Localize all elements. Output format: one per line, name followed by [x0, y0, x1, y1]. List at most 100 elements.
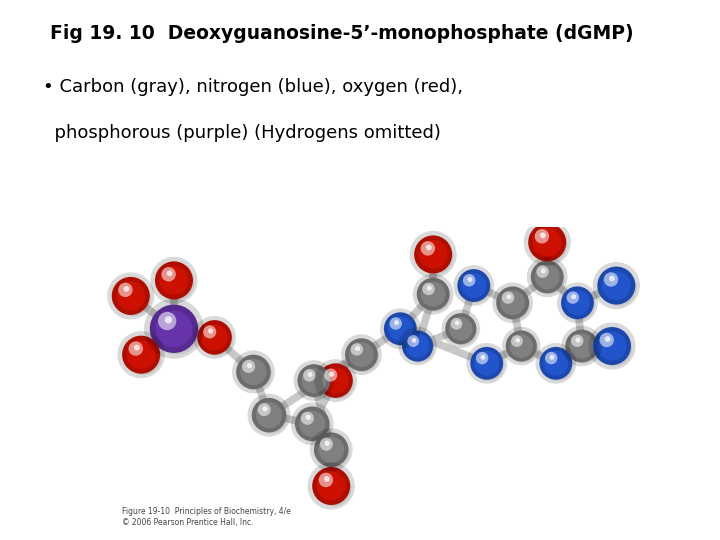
Circle shape [295, 407, 330, 441]
Circle shape [541, 268, 546, 273]
Circle shape [499, 289, 530, 320]
Circle shape [317, 435, 350, 468]
Circle shape [476, 352, 488, 365]
Circle shape [203, 325, 216, 339]
Circle shape [298, 409, 330, 442]
Circle shape [473, 350, 504, 381]
Circle shape [418, 239, 454, 275]
Circle shape [402, 330, 433, 362]
Circle shape [208, 328, 213, 334]
Circle shape [534, 264, 564, 294]
Circle shape [412, 338, 416, 343]
Circle shape [262, 406, 268, 411]
Circle shape [531, 260, 564, 293]
Circle shape [329, 372, 334, 377]
Circle shape [414, 235, 452, 273]
Circle shape [457, 269, 490, 302]
Circle shape [115, 280, 151, 316]
Circle shape [535, 229, 549, 244]
Circle shape [505, 330, 537, 362]
Circle shape [387, 315, 418, 346]
Circle shape [568, 333, 599, 363]
Circle shape [571, 294, 576, 299]
Circle shape [242, 360, 255, 373]
Circle shape [297, 364, 330, 397]
Circle shape [506, 294, 511, 299]
Circle shape [345, 338, 378, 371]
Circle shape [112, 277, 150, 315]
Circle shape [561, 286, 594, 319]
Circle shape [324, 476, 330, 482]
Circle shape [593, 327, 631, 365]
Circle shape [539, 347, 572, 380]
Circle shape [423, 283, 435, 295]
Circle shape [600, 333, 614, 347]
Circle shape [542, 350, 573, 381]
Circle shape [598, 267, 635, 305]
Circle shape [236, 355, 271, 389]
Circle shape [448, 316, 477, 346]
Circle shape [536, 266, 549, 278]
Circle shape [508, 333, 538, 363]
Circle shape [324, 368, 337, 382]
Circle shape [467, 277, 472, 282]
Circle shape [200, 323, 233, 356]
Circle shape [496, 286, 529, 319]
Circle shape [571, 335, 583, 347]
Circle shape [118, 282, 132, 297]
Circle shape [303, 369, 315, 382]
Circle shape [165, 316, 172, 323]
Circle shape [134, 345, 140, 350]
Text: Figure 19-10  Principles of Biochemistry, 4/e
© 2006 Pearson Prentice Hall, Inc.: Figure 19-10 Principles of Biochemistry,… [122, 507, 292, 526]
Circle shape [451, 318, 462, 330]
Circle shape [420, 241, 435, 255]
Circle shape [167, 271, 173, 276]
Circle shape [129, 341, 143, 356]
Circle shape [549, 355, 554, 360]
Circle shape [321, 366, 354, 399]
Circle shape [161, 267, 176, 281]
Circle shape [565, 329, 598, 362]
Text: phosphorous (purple) (Hydrogens omitted): phosphorous (purple) (Hydrogens omitted) [43, 124, 441, 142]
Circle shape [384, 312, 417, 345]
Text: Fig 19. 10  Deoxyguanosine-5’-monophosphate (dGMP): Fig 19. 10 Deoxyguanosine-5’-monophospha… [50, 24, 634, 43]
Circle shape [122, 336, 160, 374]
Circle shape [417, 278, 449, 310]
Circle shape [318, 363, 353, 398]
Circle shape [300, 367, 331, 398]
Circle shape [301, 411, 314, 425]
Circle shape [596, 330, 632, 366]
Circle shape [351, 343, 363, 356]
Circle shape [255, 401, 287, 434]
Circle shape [154, 309, 200, 355]
Circle shape [124, 286, 130, 292]
Circle shape [394, 320, 399, 325]
Circle shape [600, 270, 636, 306]
Circle shape [567, 292, 579, 304]
Circle shape [252, 398, 287, 433]
Circle shape [502, 292, 514, 304]
Circle shape [319, 472, 333, 487]
Circle shape [258, 403, 271, 416]
Circle shape [528, 224, 566, 261]
Circle shape [426, 245, 432, 251]
Circle shape [470, 347, 503, 380]
Circle shape [390, 318, 402, 330]
Circle shape [155, 261, 193, 299]
Circle shape [405, 333, 434, 363]
Circle shape [325, 441, 330, 446]
Circle shape [307, 372, 312, 377]
Text: • Carbon (gray), nitrogen (blue), oxygen (red),: • Carbon (gray), nitrogen (blue), oxygen… [43, 78, 463, 96]
Circle shape [247, 363, 252, 368]
Circle shape [315, 470, 351, 507]
Circle shape [575, 338, 580, 342]
Circle shape [545, 352, 557, 365]
Circle shape [314, 433, 348, 467]
Circle shape [480, 355, 485, 360]
Circle shape [609, 275, 615, 281]
Circle shape [604, 272, 618, 287]
Circle shape [516, 338, 520, 343]
Circle shape [463, 274, 475, 287]
Circle shape [158, 312, 176, 330]
Circle shape [511, 335, 523, 347]
